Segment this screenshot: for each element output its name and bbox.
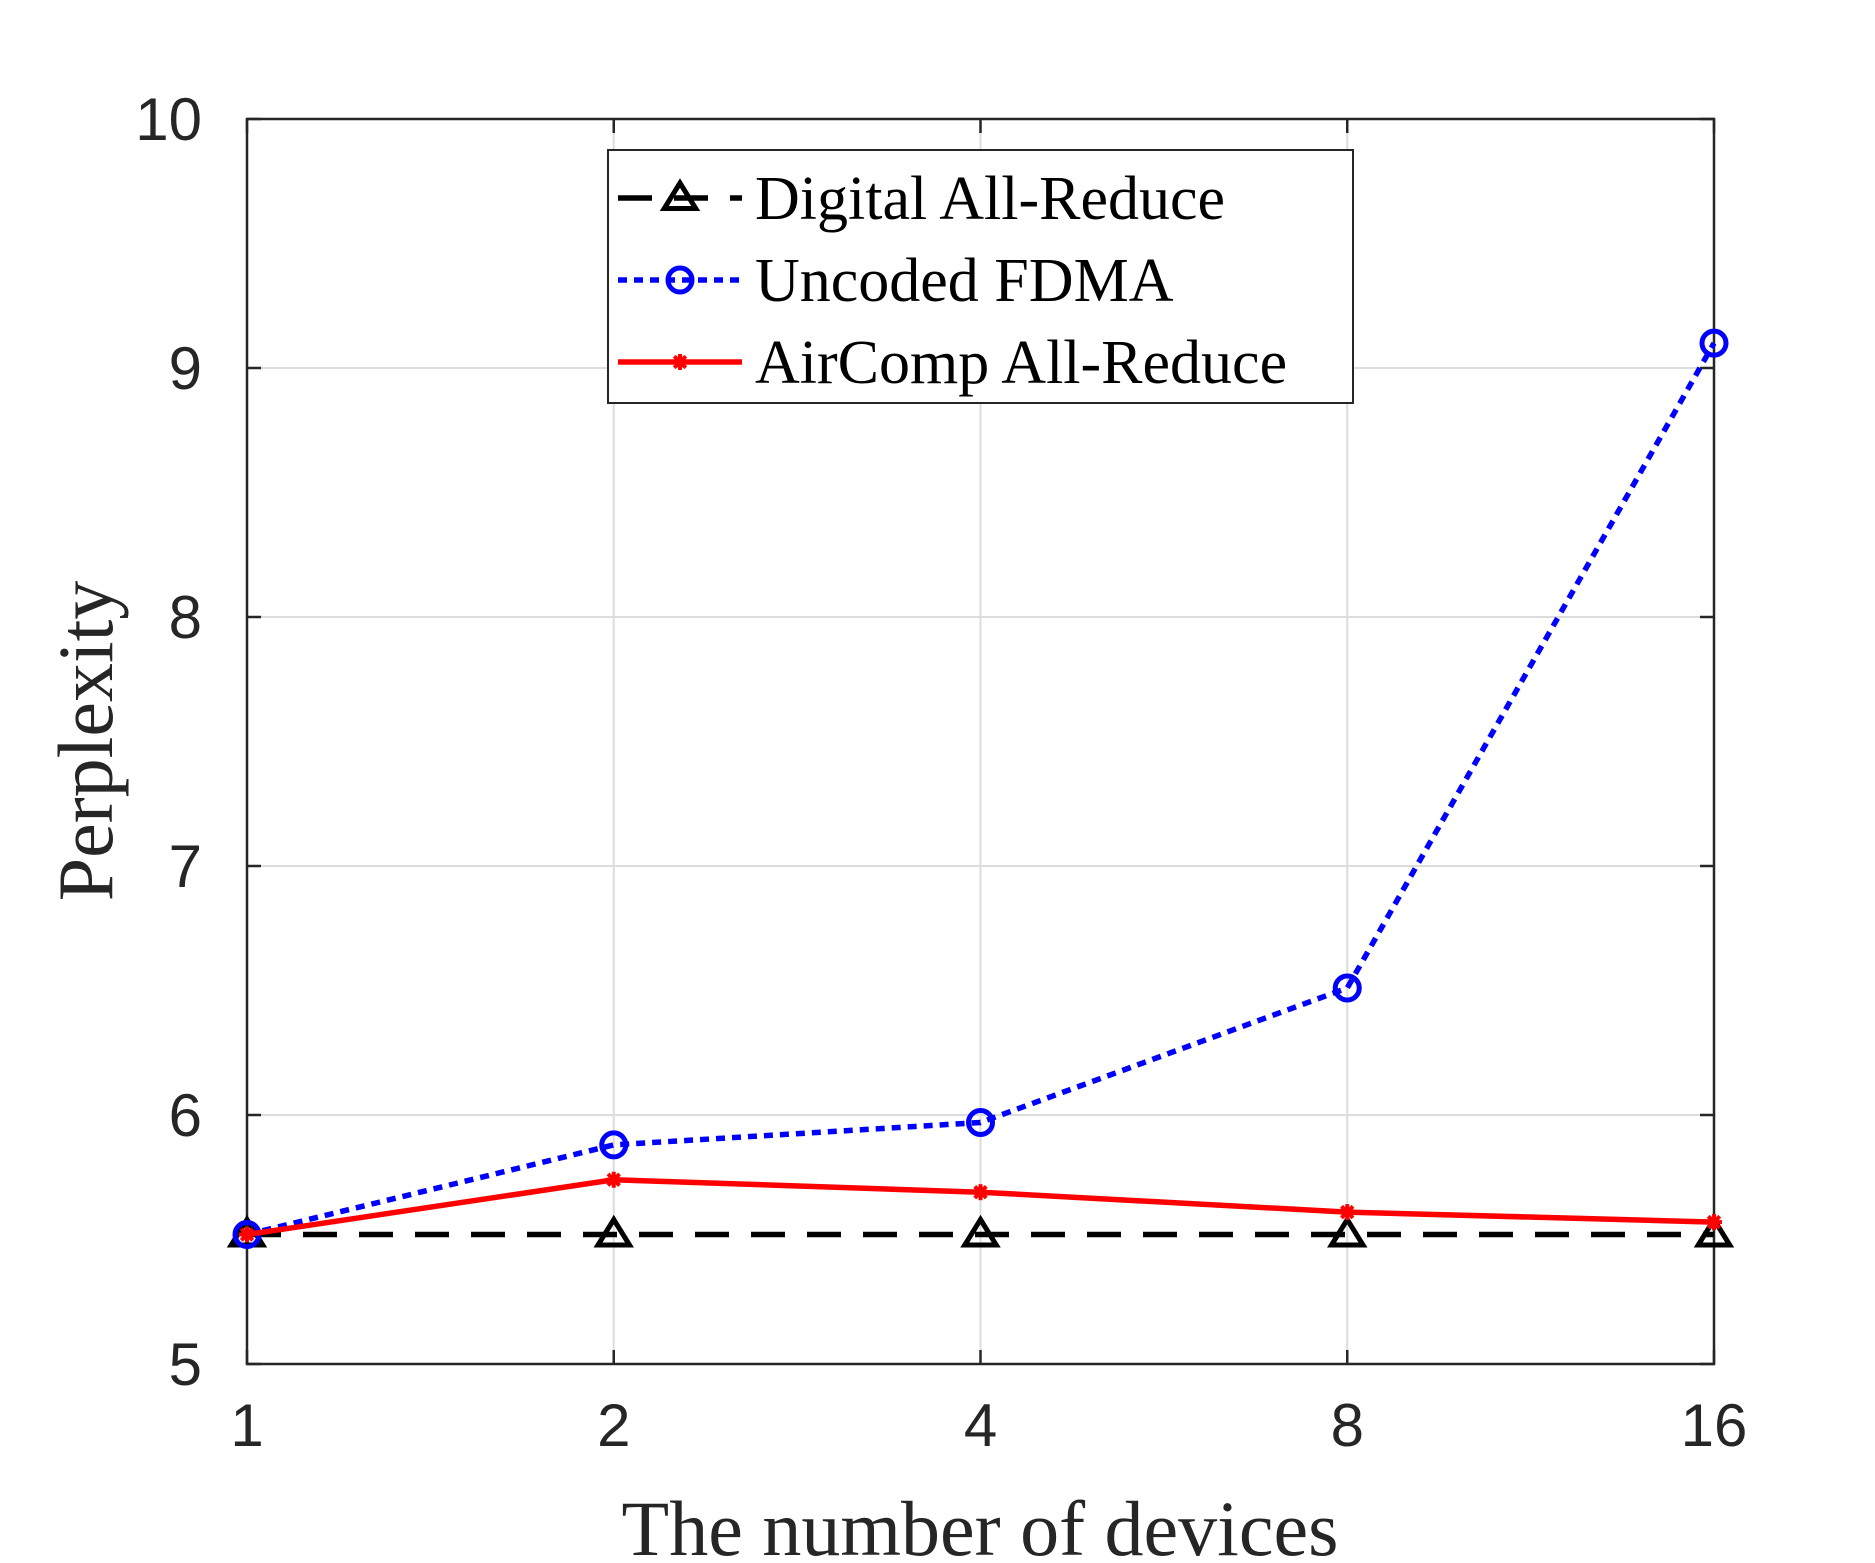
- data-point-digital-all-reduce: [1693, 1214, 1735, 1248]
- series-line-uncoded-fdma: [246, 341, 1717, 1238]
- data-point-aircomp-all-reduce: [1706, 1214, 1722, 1231]
- y-tick-label: 7: [169, 833, 202, 900]
- legend-item-digital-all-reduce: Digital All-Reduce: [618, 165, 1225, 233]
- x-tick-label: 8: [1331, 1392, 1364, 1459]
- data-point-uncoded-fdma: [599, 1130, 629, 1160]
- y-tick-label: 10: [135, 86, 202, 153]
- data-point-digital-all-reduce: [593, 1214, 634, 1248]
- legend-marker-uncoded-fdma: [665, 265, 695, 295]
- legend-item-aircomp-all-reduce: AirComp All-Reduce: [618, 329, 1287, 397]
- y-tick-label: 5: [169, 1331, 202, 1398]
- x-tick-label: 1: [230, 1392, 263, 1459]
- y-tick-label: 9: [169, 335, 202, 402]
- data-series: [226, 328, 1735, 1250]
- series-aircomp-all-reduce: [239, 1171, 1722, 1243]
- data-point-uncoded-fdma: [966, 1107, 995, 1137]
- legend-label-aircomp-all-reduce: AirComp All-Reduce: [755, 329, 1287, 397]
- data-point-digital-all-reduce: [1327, 1214, 1368, 1248]
- data-point-aircomp-all-reduce: [605, 1171, 622, 1188]
- y-tick-label: 8: [169, 584, 202, 651]
- legend-item-uncoded-fdma: Uncoded FDMA: [618, 247, 1174, 315]
- legend: Digital All-Reduce Uncoded FDMA AirComp Al…: [607, 149, 1354, 404]
- y-tick-label: 6: [169, 1082, 202, 1149]
- legend-marker-digital-all-reduce: [659, 178, 701, 211]
- data-point-aircomp-all-reduce: [972, 1184, 989, 1201]
- data-point-uncoded-fdma: [1699, 328, 1729, 358]
- legend-marker-aircomp-all-reduce: [672, 354, 688, 370]
- x-tick-label: 16: [1681, 1392, 1748, 1459]
- data-point-uncoded-fdma: [1332, 973, 1362, 1003]
- legend-label-digital-all-reduce: Digital All-Reduce: [755, 165, 1225, 233]
- axis-ticks: [245, 117, 1716, 1366]
- legend-label-uncoded-fdma: Uncoded FDMA: [755, 247, 1174, 315]
- data-point-aircomp-all-reduce: [239, 1226, 255, 1243]
- x-tick-label: 2: [597, 1392, 630, 1459]
- y-axis-label: Perplexity: [42, 581, 129, 902]
- x-axis-label: The number of devices: [622, 1485, 1339, 1563]
- data-point-digital-all-reduce: [960, 1214, 1001, 1248]
- data-point-aircomp-all-reduce: [1339, 1204, 1356, 1221]
- x-tick-label: 4: [964, 1392, 997, 1459]
